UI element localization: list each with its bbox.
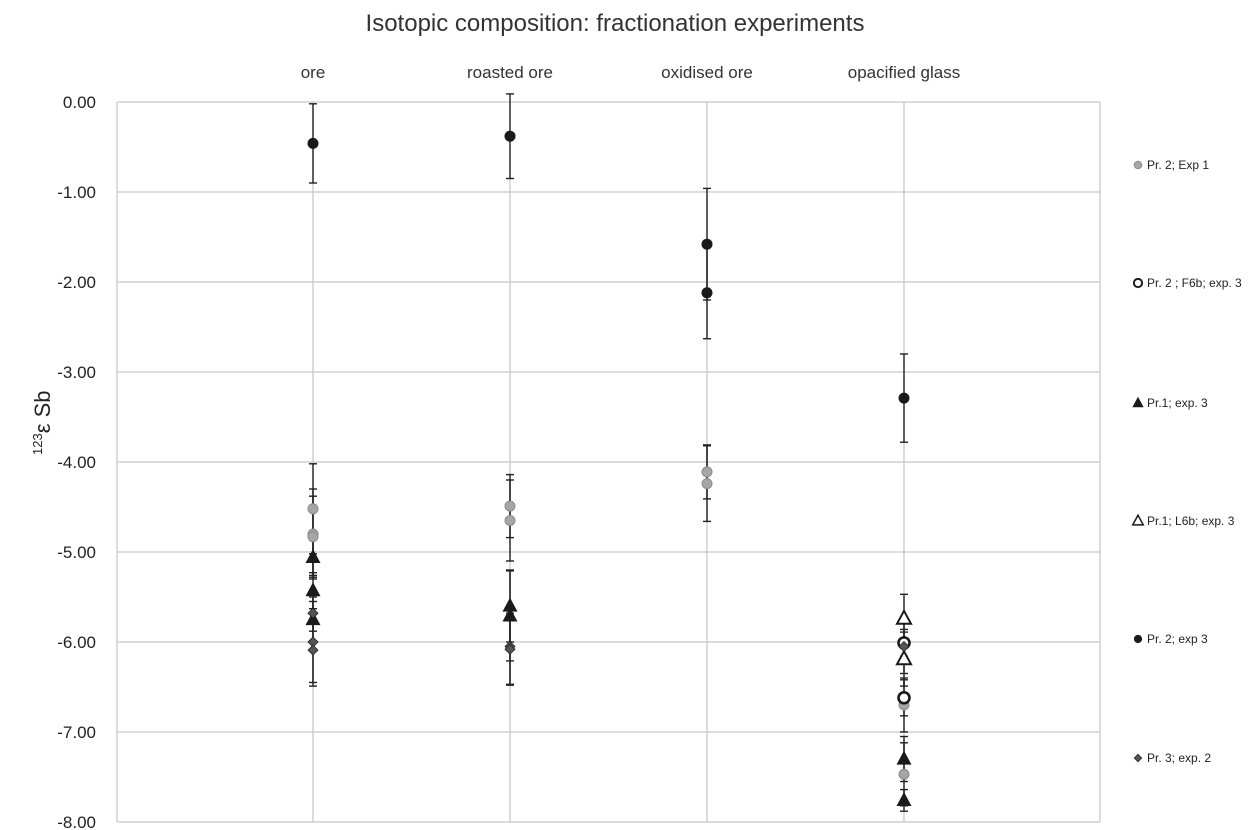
legend-label: Pr. 2; exp 3 bbox=[1147, 632, 1208, 646]
data-point bbox=[1132, 277, 1144, 289]
data-point bbox=[898, 640, 910, 653]
y-tick-label: -6.00 bbox=[57, 633, 96, 652]
data-point bbox=[895, 608, 913, 625]
data-point bbox=[305, 549, 321, 563]
y-axis-label-superscript: 123 bbox=[30, 433, 45, 455]
data-point bbox=[898, 768, 910, 780]
y-tick-label: -8.00 bbox=[57, 813, 96, 830]
data-points bbox=[305, 93, 913, 812]
data-point bbox=[307, 137, 319, 149]
data-point bbox=[502, 607, 518, 622]
category-label: opacified glass bbox=[848, 63, 960, 82]
data-point bbox=[1131, 513, 1145, 526]
data-point bbox=[701, 466, 713, 478]
legend: Pr. 2; Exp 1 Pr. 2 ; F6b; exp. 3 Pr.1; exp… bbox=[1131, 158, 1242, 765]
data-point bbox=[895, 649, 913, 666]
category-label: oxidised ore bbox=[661, 63, 753, 82]
y-tick-label: -3.00 bbox=[57, 363, 96, 382]
data-point bbox=[307, 531, 319, 543]
data-point bbox=[502, 597, 518, 612]
data-point bbox=[504, 515, 516, 526]
y-tick-label: -7.00 bbox=[57, 723, 96, 742]
data-point bbox=[898, 392, 910, 404]
data-point bbox=[307, 503, 319, 515]
legend-label: Pr. 3; exp. 2 bbox=[1147, 751, 1211, 765]
data-point bbox=[1133, 634, 1143, 644]
legend-label: Pr.1; L6b; exp. 3 bbox=[1147, 514, 1235, 528]
data-point bbox=[897, 690, 911, 705]
y-tick-label: -4.00 bbox=[57, 453, 96, 472]
category-label: roasted ore bbox=[467, 63, 553, 82]
data-point bbox=[504, 643, 516, 655]
y-tick-labels: 0.00 -1.00 -2.00 -3.00 -4.00 -5.00 -6.00 -7.00 -… bbox=[57, 93, 96, 830]
y-tick-label: -2.00 bbox=[57, 273, 96, 292]
grid-lines bbox=[116, 101, 1101, 823]
category-labels: ore roasted ore oxidised ore opacified glas… bbox=[301, 63, 961, 82]
data-point bbox=[701, 478, 713, 490]
category-label: ore bbox=[301, 63, 326, 82]
data-point bbox=[896, 750, 912, 765]
data-point bbox=[307, 607, 319, 619]
y-tick-label: -5.00 bbox=[57, 543, 96, 562]
data-point bbox=[701, 238, 713, 250]
data-point bbox=[504, 500, 516, 512]
y-axis-label-text: ε Sb bbox=[30, 390, 55, 433]
data-point bbox=[307, 644, 319, 656]
data-point bbox=[1133, 753, 1143, 763]
data-point bbox=[1133, 160, 1143, 170]
data-point bbox=[504, 130, 516, 142]
data-point bbox=[305, 582, 321, 597]
data-point bbox=[701, 287, 713, 299]
y-tick-label: -1.00 bbox=[57, 183, 96, 202]
data-point bbox=[1132, 396, 1144, 408]
data-point bbox=[896, 792, 912, 806]
legend-label: Pr. 2; Exp 1 bbox=[1147, 158, 1209, 172]
y-axis-label: 123ε Sb bbox=[30, 390, 55, 455]
legend-label: Pr.1; exp. 3 bbox=[1147, 396, 1208, 410]
legend-label: Pr. 2 ; F6b; exp. 3 bbox=[1147, 276, 1242, 290]
chart-title: Isotopic composition: fractionation expe… bbox=[365, 10, 865, 37]
y-tick-label: 0.00 bbox=[63, 93, 96, 112]
